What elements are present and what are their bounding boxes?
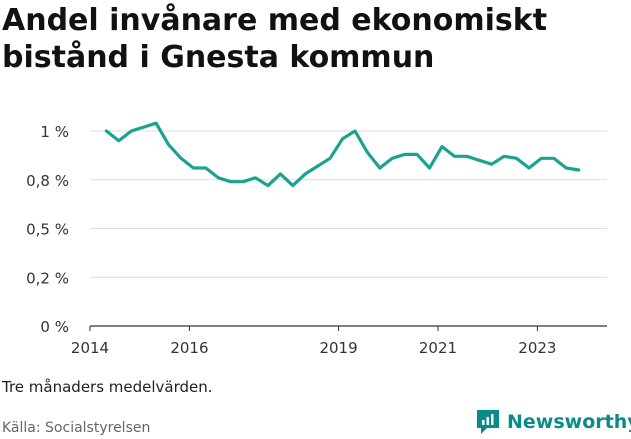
gridlines: [90, 130, 607, 278]
y-tick-label: 0,5 %: [26, 221, 69, 239]
x-tick-label: 2016: [170, 339, 208, 357]
data-point: [490, 163, 493, 166]
data-point: [179, 157, 183, 160]
data-point: [217, 176, 220, 179]
data-point: [465, 155, 468, 158]
data-point: [254, 176, 257, 179]
newsworthy-logo[interactable]: Newsworthy: [475, 407, 631, 437]
chart-title: Andel invånare med ekonomiskt bistånd i …: [2, 3, 548, 75]
y-tick-label: 0 %: [40, 318, 69, 336]
x-tick-label: 2014: [71, 339, 109, 357]
data-point: [428, 166, 431, 170]
data-point: [515, 157, 518, 160]
data-point: [415, 153, 419, 156]
data-point: [552, 157, 555, 160]
data-point: [502, 155, 506, 158]
newsworthy-logo-icon: [477, 410, 499, 434]
data-point: [478, 159, 481, 162]
x-axis-labels: 2014 2016 2019 2021 2023: [71, 339, 557, 357]
data-point: [192, 166, 195, 170]
y-tick-label: 1 %: [40, 123, 69, 141]
y-tick-label: 0,8 %: [26, 172, 69, 190]
data-point: [266, 184, 270, 187]
y-tick-label: 0,2 %: [26, 269, 69, 287]
data-point: [142, 125, 145, 129]
x-tick-label: 2021: [419, 339, 457, 357]
data-point: [117, 139, 121, 142]
data-point: [229, 180, 232, 183]
data-point: [204, 166, 207, 170]
data-point: [353, 129, 357, 133]
data-point: [440, 145, 444, 148]
data-point: [366, 151, 369, 154]
series-line: [104, 121, 581, 188]
data-point: [565, 166, 568, 170]
data-point: [241, 180, 245, 183]
data-point: [403, 153, 406, 156]
brand-name: Newsworthy: [507, 411, 631, 433]
y-axis-labels: 0 % 0,2 % 0,5 % 0,8 % 1 %: [26, 123, 69, 336]
data-point: [540, 157, 543, 160]
data-point: [378, 166, 381, 170]
x-tick-label: 2023: [518, 339, 556, 357]
data-point: [105, 129, 108, 133]
data-point: [167, 143, 170, 146]
data-point: [130, 129, 133, 133]
data-point: [527, 166, 531, 170]
data-point: [577, 168, 580, 172]
data-point: [316, 164, 319, 168]
data-point: [291, 184, 294, 187]
data-point: [453, 155, 456, 158]
data-point: [391, 157, 394, 160]
data-point: [341, 137, 344, 140]
data-point: [304, 172, 307, 176]
chart-note: Tre månaders medelvärden.: [2, 378, 213, 396]
data-point: [328, 157, 332, 160]
x-tick-label: 2019: [319, 339, 357, 357]
series-layer: [104, 121, 581, 188]
data-point: [154, 122, 158, 125]
source-label: Källa: Socialstyrelsen: [2, 420, 151, 436]
x-axis: [89, 325, 607, 331]
data-point: [279, 172, 282, 176]
